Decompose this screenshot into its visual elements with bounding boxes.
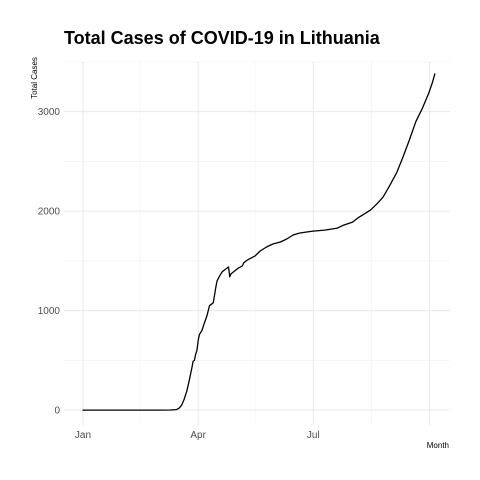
y-axis-ticks: 0 1000 2000 3000 [38, 107, 61, 416]
grid-lines [64, 61, 450, 425]
y-tick-label: 2000 [38, 207, 61, 218]
x-tick-label: Jul [307, 430, 320, 441]
x-axis-title: Month [427, 441, 449, 450]
chart-title: Total Cases of COVID-19 in Lithuania [64, 28, 381, 48]
x-tick-label: Jan [75, 430, 91, 441]
x-axis-ticks: Jan Apr Jul [75, 430, 320, 441]
y-tick-label: 1000 [38, 306, 61, 317]
x-tick-label: Apr [190, 430, 206, 441]
series-line-total-cases [82, 73, 436, 411]
y-tick-label: 0 [54, 406, 60, 417]
y-axis-title: Total Cases [30, 57, 39, 99]
y-tick-label: 3000 [38, 107, 61, 118]
